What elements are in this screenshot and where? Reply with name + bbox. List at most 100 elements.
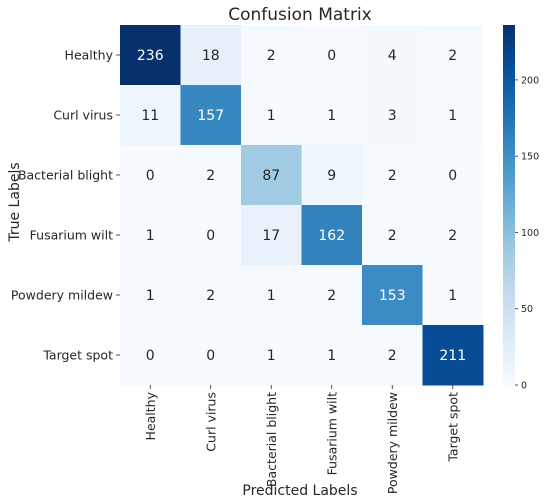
heatmap-cell: [422, 265, 484, 326]
cell-value-label: 1: [448, 288, 457, 304]
heatmap-cell: [241, 325, 302, 386]
heatmap-cell: [180, 325, 242, 386]
cell-value-label: 0: [206, 348, 215, 364]
cell-value-label: 1: [448, 108, 457, 124]
cell-value-label: 0: [206, 228, 215, 244]
heatmap-cell: [362, 205, 423, 266]
heatmap-cell: [422, 205, 484, 266]
y-tick-label: Bacterial blight: [18, 168, 113, 183]
cell-value-label: 1: [327, 108, 336, 124]
x-tick-label: Healthy: [143, 391, 158, 440]
cell-value-label: 2: [206, 288, 215, 304]
heatmap-cell: [301, 265, 363, 326]
heatmap-cell: [241, 25, 302, 86]
heatmap-cell: [422, 145, 484, 206]
heatmap-cell: [362, 25, 423, 86]
x-tick-label: Fusarium wilt: [324, 392, 339, 475]
y-tick-label: Healthy: [65, 48, 114, 63]
cell-value-label: 1: [146, 228, 155, 244]
heatmap-cell: [301, 205, 363, 266]
heatmap-cell: [120, 205, 181, 266]
colorbar-tick-label: 50: [521, 304, 533, 315]
cell-value-label: 157: [197, 108, 224, 124]
colorbar-gradient: [503, 25, 515, 385]
cell-value-label: 0: [146, 168, 155, 184]
cell-value-label: 1: [267, 108, 276, 124]
cell-value-label: 2: [206, 168, 215, 184]
cell-value-label: 0: [448, 168, 457, 184]
x-tick-label: Powdery mildew: [385, 392, 400, 494]
y-tick-label: Powdery mildew: [11, 288, 113, 303]
cell-value-label: 1: [327, 348, 336, 364]
heatmap-cell-labels: 236 18 2 0 4 211 157 1 1 3 10 2 87 9 2 01 0 17 162 2 21 2 1 2 15…: [137, 48, 466, 364]
cell-value-label: 87: [262, 168, 280, 184]
colorbar-tick-label: 150: [521, 152, 539, 163]
cell-value-label: 11: [141, 108, 159, 124]
x-tick-label: Curl virus: [203, 392, 218, 452]
x-tick-label: Target spot: [445, 392, 460, 463]
heatmap-cell: [301, 25, 363, 86]
cell-value-label: 153: [379, 288, 406, 304]
heatmap-cell: [241, 85, 302, 146]
cell-value-label: 0: [146, 348, 155, 364]
cell-value-label: 1: [267, 348, 276, 364]
cell-value-label: 18: [202, 48, 220, 64]
cell-value-label: 1: [146, 288, 155, 304]
heatmap-cells: [120, 25, 484, 386]
cell-value-label: 211: [439, 348, 466, 364]
cell-value-label: 17: [262, 228, 280, 244]
cell-value-label: 2: [327, 288, 336, 304]
cell-value-label: 9: [327, 168, 336, 184]
heatmap-cell: [180, 205, 242, 266]
heatmap-cell: [241, 205, 302, 266]
cell-value-label: 4: [388, 48, 397, 64]
heatmap-cell: [422, 25, 484, 86]
colorbar-tick-label: 200: [521, 75, 539, 86]
x-axis-label: Predicted Labels: [242, 483, 357, 499]
cell-value-label: 2: [388, 168, 397, 184]
heatmap-cell: [180, 145, 242, 206]
cell-value-label: 2: [267, 48, 276, 64]
y-tick-label: Curl virus: [53, 108, 113, 123]
heatmap-cell: [362, 325, 423, 386]
heatmap-cell: [180, 25, 242, 86]
heatmap-cell: [301, 85, 363, 146]
heatmap-cell: [241, 145, 302, 206]
heatmap-cell: [362, 265, 423, 326]
heatmap-cell: [422, 325, 484, 386]
cell-value-label: 236: [137, 48, 164, 64]
y-axis-ticks: Healthy Curl virus Bacterial blight Fusariu…: [11, 48, 120, 363]
colorbar-tick-label: 100: [521, 228, 539, 239]
chart-title: Confusion Matrix: [228, 5, 372, 25]
heatmap-cell: [120, 25, 181, 86]
colorbar-tick-label: 0: [521, 381, 527, 392]
cell-value-label: 2: [448, 228, 457, 244]
heatmap-cell: [362, 85, 423, 146]
y-tick-label: Fusarium wilt: [30, 228, 113, 243]
x-tick-label: Bacterial blight: [264, 392, 279, 487]
cell-value-label: 2: [388, 348, 397, 364]
heatmap-cell: [120, 85, 181, 146]
y-tick-label: Target spot: [42, 348, 113, 363]
y-axis-label: True Labels: [7, 162, 23, 242]
heatmap-cell: [362, 145, 423, 206]
heatmap-cell: [180, 265, 242, 326]
heatmap-cell: [301, 325, 363, 386]
cell-value-label: 2: [388, 228, 397, 244]
heatmap-cell: [120, 265, 181, 326]
cell-value-label: 0: [327, 48, 336, 64]
cell-value-label: 1: [267, 288, 276, 304]
cell-value-label: 2: [448, 48, 457, 64]
heatmap-cell: [241, 265, 302, 326]
heatmap-cell: [301, 145, 363, 206]
heatmap-cell: [180, 85, 242, 146]
cell-value-label: 162: [318, 228, 345, 244]
colorbar: 0 50 100 150 200: [503, 25, 539, 392]
heatmap-cell: [120, 145, 181, 206]
heatmap-cell: [120, 325, 181, 386]
x-axis-ticks: Healthy Curl virus Bacterial blight Fusariu…: [143, 385, 460, 494]
cell-value-label: 3: [388, 108, 397, 124]
heatmap-cell: [422, 85, 484, 146]
